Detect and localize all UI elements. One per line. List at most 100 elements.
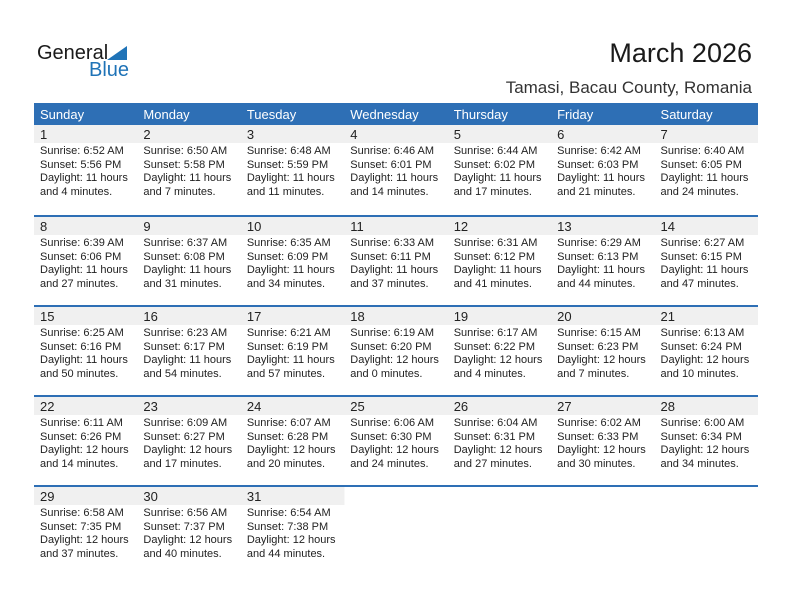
sunset-text: Sunset: 7:35 PM: [40, 520, 122, 533]
sunrise-text: Sunrise: 6:07 AM: [246, 417, 331, 429]
daylight-text: Daylight: 11 hours: [40, 264, 128, 276]
daylight-minutes-text: and 7 minutes.: [143, 185, 216, 198]
date-row: 22 23 24 25 26 27 28: [34, 397, 758, 415]
day-number: 11: [350, 219, 364, 234]
weekday-tuesday: Tuesday: [246, 107, 297, 122]
day-number: 28: [660, 399, 675, 414]
daylight-text: Daylight: 11 hours: [660, 172, 749, 184]
day-info: Sunrise: 6:31 AM Sunset: 6:12 PM Daylight:…: [448, 235, 551, 291]
day-info: Sunrise: 6:15 AM Sunset: 6:23 PM Daylight:…: [551, 325, 654, 381]
day-number: 17: [246, 309, 262, 324]
sunset-text: Sunset: 6:20 PM: [350, 340, 432, 353]
sunrise-text: Sunrise: 6:09 AM: [143, 417, 228, 429]
day-number: 12: [453, 219, 469, 234]
day-info: Sunrise: 6:13 AM Sunset: 6:24 PM Daylight:…: [655, 325, 758, 381]
day-info: Sunrise: 6:02 AM Sunset: 6:33 PM Daylight:…: [551, 415, 654, 471]
daylight-minutes-text: and 50 minutes.: [40, 367, 119, 380]
sunrise-text: Sunrise: 6:44 AM: [453, 145, 538, 157]
day-info: Sunrise: 6:54 AM Sunset: 7:38 PM Daylight:…: [241, 505, 344, 561]
daylight-text: Daylight: 11 hours: [246, 354, 335, 366]
daylight-text: Daylight: 11 hours: [40, 354, 128, 366]
daylight-text: Daylight: 12 hours: [660, 354, 750, 366]
day-number: 30: [143, 489, 158, 504]
day-number: 2: [143, 127, 151, 142]
day-info: [655, 505, 758, 561]
sunrise-text: Sunrise: 6:17 AM: [453, 327, 538, 339]
day-number: [655, 487, 758, 505]
daylight-minutes-text: and 4 minutes.: [453, 367, 526, 380]
date-row: 8 9 10 11 12 13 14: [34, 217, 758, 235]
daylight-text: Daylight: 11 hours: [143, 172, 232, 184]
daylight-minutes-text: and 37 minutes.: [350, 277, 429, 290]
daylight-minutes-text: and 30 minutes.: [557, 457, 636, 470]
daylight-text: Daylight: 11 hours: [246, 172, 335, 184]
sunset-text: Sunset: 6:03 PM: [557, 158, 639, 171]
day-number: 18: [350, 309, 365, 324]
day-info: Sunrise: 6:46 AM Sunset: 6:01 PM Daylight:…: [344, 143, 447, 199]
sunset-text: Sunset: 6:12 PM: [453, 250, 536, 263]
day-number: 23: [143, 399, 158, 414]
day-info: [448, 505, 551, 561]
day-info: Sunrise: 6:50 AM Sunset: 5:58 PM Daylight:…: [137, 143, 240, 199]
daylight-minutes-text: and 24 minutes.: [660, 185, 739, 198]
day-info: Sunrise: 6:42 AM Sunset: 6:03 PM Daylight:…: [551, 143, 654, 199]
daylight-minutes-text: and 0 minutes.: [350, 367, 423, 380]
info-row: Sunrise: 6:52 AM Sunset: 5:56 PM Daylight:…: [34, 143, 758, 199]
sunset-text: Sunset: 6:24 PM: [660, 340, 742, 353]
day-number: 6: [557, 127, 565, 142]
day-info: [344, 505, 447, 561]
day-number: 16: [143, 309, 158, 324]
sunset-text: Sunset: 6:27 PM: [143, 430, 225, 443]
day-number: 27: [557, 399, 572, 414]
day-number: 19: [453, 309, 469, 324]
sunset-text: Sunset: 6:28 PM: [246, 430, 329, 443]
sunrise-text: Sunrise: 6:33 AM: [350, 237, 435, 249]
day-info: Sunrise: 6:04 AM Sunset: 6:31 PM Daylight:…: [448, 415, 551, 471]
daylight-minutes-text: and 34 minutes.: [246, 277, 326, 290]
sunrise-text: Sunrise: 6:15 AM: [557, 327, 641, 339]
sunset-text: Sunset: 7:38 PM: [246, 520, 329, 533]
logo-text-general: General: [37, 42, 109, 64]
sunrise-text: Sunrise: 6:27 AM: [660, 237, 745, 249]
sunrise-text: Sunrise: 6:54 AM: [246, 507, 331, 519]
day-info: Sunrise: 6:07 AM Sunset: 6:28 PM Daylight:…: [241, 415, 344, 471]
sunrise-text: Sunrise: 6:02 AM: [557, 417, 641, 429]
day-number: 7: [660, 127, 668, 142]
weekday-wednesday: Wednesday: [350, 107, 419, 122]
daylight-text: Daylight: 12 hours: [143, 444, 233, 456]
sunset-text: Sunset: 6:09 PM: [246, 250, 329, 263]
daylight-minutes-text: and 24 minutes.: [350, 457, 429, 470]
sunrise-text: Sunrise: 6:29 AM: [557, 237, 641, 249]
sunset-text: Sunset: 6:17 PM: [143, 340, 225, 353]
daylight-text: Daylight: 11 hours: [40, 172, 128, 184]
day-info: Sunrise: 6:06 AM Sunset: 6:30 PM Daylight:…: [344, 415, 447, 471]
daylight-text: Daylight: 12 hours: [246, 534, 336, 546]
logo-triangle-icon: [107, 46, 127, 60]
sunrise-text: Sunrise: 6:56 AM: [143, 507, 228, 519]
day-number: 8: [40, 219, 48, 234]
day-info: Sunrise: 6:25 AM Sunset: 6:16 PM Daylight:…: [34, 325, 137, 381]
sunrise-text: Sunrise: 6:37 AM: [143, 237, 228, 249]
daylight-minutes-text: and 34 minutes.: [660, 457, 739, 470]
daylight-minutes-text: and 7 minutes.: [557, 367, 630, 380]
day-info: Sunrise: 6:48 AM Sunset: 5:59 PM Daylight:…: [241, 143, 344, 199]
day-number: 24: [246, 399, 262, 414]
sunrise-text: Sunrise: 6:50 AM: [143, 145, 228, 157]
daylight-text: Daylight: 11 hours: [246, 264, 335, 276]
daylight-minutes-text: and 14 minutes.: [40, 457, 119, 470]
daylight-minutes-text: and 20 minutes.: [246, 457, 326, 470]
daylight-minutes-text: and 40 minutes.: [143, 547, 222, 560]
daylight-text: Daylight: 12 hours: [40, 534, 129, 546]
sunrise-text: Sunrise: 6:19 AM: [350, 327, 435, 339]
daylight-text: Daylight: 11 hours: [660, 264, 749, 276]
daylight-text: Daylight: 11 hours: [350, 172, 439, 184]
sunset-text: Sunset: 6:34 PM: [660, 430, 742, 443]
day-number: 31: [246, 489, 262, 504]
sunset-text: Sunset: 5:58 PM: [143, 158, 225, 171]
daylight-minutes-text: and 47 minutes.: [660, 277, 739, 290]
sunrise-text: Sunrise: 6:21 AM: [246, 327, 331, 339]
day-number: 20: [557, 309, 572, 324]
day-number: 25: [350, 399, 365, 414]
page-title: March 2026: [609, 38, 752, 68]
day-number: 14: [660, 219, 675, 234]
